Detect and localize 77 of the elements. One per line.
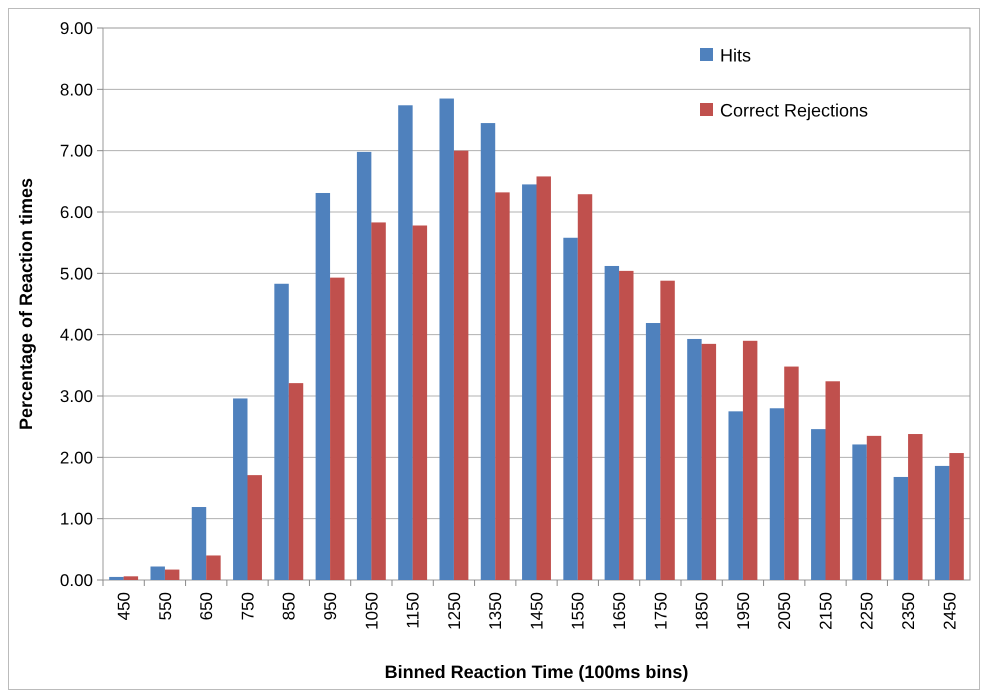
- x-tick-label: 1850: [692, 592, 712, 630]
- bar: [728, 411, 743, 580]
- bar: [124, 576, 138, 580]
- x-tick-label: 850: [280, 592, 299, 620]
- y-tick-label: 7.00: [60, 142, 93, 161]
- y-tick-label: 2.00: [60, 448, 93, 468]
- bar: [454, 150, 468, 580]
- x-tick-label: 750: [238, 592, 258, 620]
- bar: [398, 105, 413, 580]
- bar: [233, 398, 248, 580]
- x-tick-label: 650: [197, 592, 216, 620]
- x-tick-label: 2350: [899, 592, 918, 630]
- bar: [288, 383, 304, 580]
- y-tick-label: 0.00: [60, 570, 93, 590]
- x-tick-label: 1750: [651, 592, 670, 630]
- x-tick-label: 1250: [444, 592, 464, 630]
- x-tick-label: 1450: [527, 592, 546, 630]
- bar: [150, 566, 165, 580]
- y-tick-label: 4.00: [60, 326, 93, 345]
- bar: [536, 176, 551, 580]
- bar: [770, 408, 784, 580]
- bar: [908, 434, 923, 580]
- x-tick-label: 450: [114, 592, 134, 620]
- bar: [742, 340, 758, 580]
- bar: [604, 266, 620, 580]
- bar: [192, 507, 206, 580]
- bar: [866, 436, 882, 580]
- legend-label: Hits: [720, 45, 751, 66]
- bar: [412, 225, 428, 580]
- bar: [248, 475, 262, 580]
- bar: [563, 238, 578, 580]
- y-tick-label: 5.00: [60, 264, 93, 284]
- bar: [646, 323, 660, 580]
- y-tick-label: 9.00: [60, 18, 93, 38]
- legend-label: Correct Rejections: [720, 100, 868, 120]
- bar: [206, 555, 221, 580]
- bar: [811, 429, 826, 580]
- bar: [578, 194, 592, 580]
- bar: [894, 476, 908, 580]
- bar: [330, 278, 345, 580]
- bar: [660, 280, 675, 580]
- x-tick-label: 1550: [568, 592, 588, 630]
- bar: [109, 576, 124, 580]
- y-axis-title: Percentage of Reaction times: [16, 178, 36, 430]
- y-tick-label: 6.00: [60, 202, 93, 222]
- bar: [702, 344, 716, 580]
- bar: [522, 184, 536, 580]
- bar: [852, 444, 867, 580]
- x-tick-label: 2450: [940, 592, 960, 630]
- x-tick-label: 1350: [486, 592, 506, 630]
- bar: [371, 222, 386, 580]
- x-tick-label: 1950: [734, 592, 753, 630]
- x-tick-label: 1050: [362, 592, 382, 630]
- x-tick-label: 1150: [404, 592, 423, 629]
- bar: [934, 466, 950, 580]
- y-tick-label: 8.00: [60, 80, 93, 100]
- bar: [274, 284, 289, 580]
- bar: [495, 192, 510, 580]
- x-tick-label: 1650: [610, 592, 630, 630]
- bar: [316, 192, 330, 580]
- bar: [784, 366, 799, 580]
- bar: [439, 98, 454, 580]
- bar: [687, 338, 702, 580]
- bar: [480, 123, 496, 580]
- bar: [356, 152, 372, 580]
- x-tick-label: 2250: [858, 592, 877, 630]
- y-tick-label: 3.00: [60, 386, 93, 406]
- x-tick-label: 2150: [816, 592, 836, 630]
- x-tick-label: 950: [321, 592, 340, 620]
- bar: [164, 570, 180, 580]
- y-tick-label: 1.00: [60, 510, 93, 529]
- x-axis-title: Binned Reaction Time (100ms bins): [384, 662, 688, 682]
- bar: [619, 270, 634, 580]
- x-tick-label: 550: [156, 592, 175, 620]
- bar: [826, 381, 840, 580]
- bar: [949, 453, 964, 580]
- x-tick-label: 2050: [775, 592, 794, 630]
